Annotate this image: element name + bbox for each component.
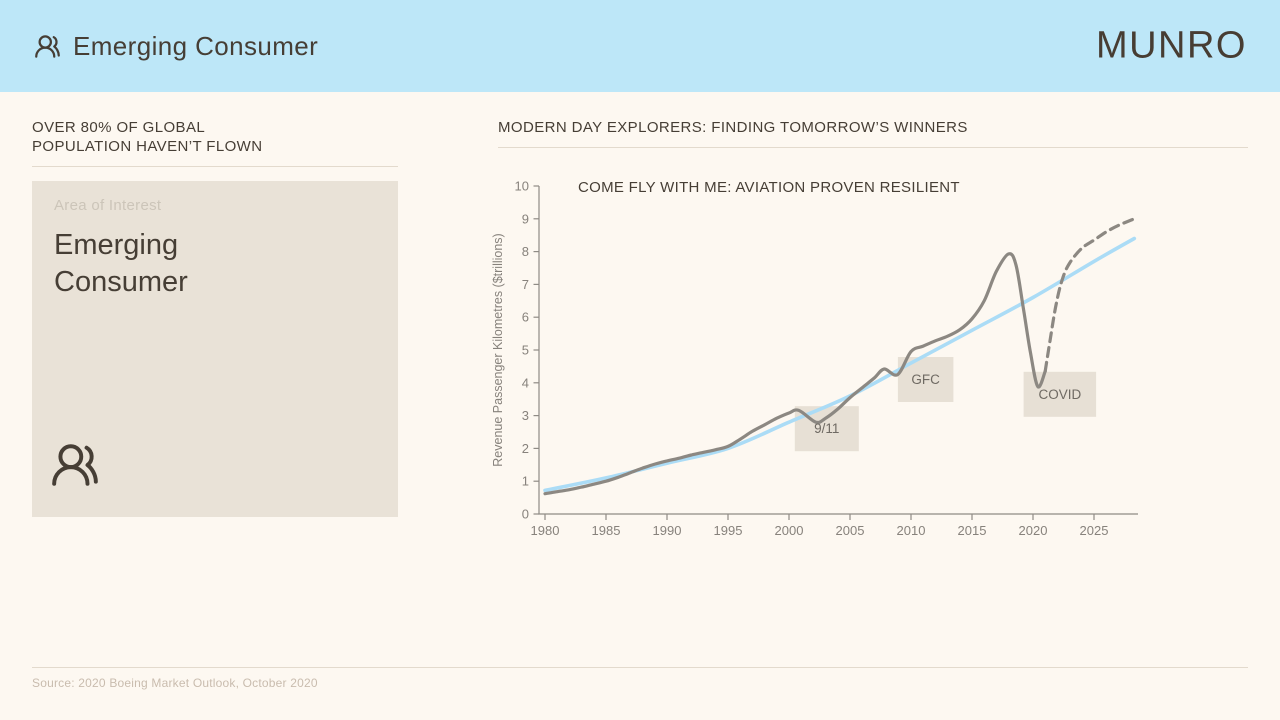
y-axis-label: Revenue Passenger Kilometres ($trillions… — [491, 233, 505, 466]
right-panel: MODERN DAY EXPLORERS: FINDING TOMORROW’S… — [498, 118, 1248, 148]
munro-logo: MUNRO — [1095, 24, 1247, 67]
chart-title: COME FLY WITH ME: AVIATION PROVEN RESILI… — [578, 179, 960, 196]
area-of-interest-card: Area of Interest Emerging Consumer — [32, 181, 398, 517]
y-tick-label: 1 — [522, 474, 529, 489]
header-bar: Emerging Consumer MUNRO — [0, 0, 1280, 92]
x-tick-label: 2005 — [836, 523, 865, 538]
annotation-label-covid: COVID — [1038, 387, 1081, 402]
x-tick-label: 1990 — [653, 523, 682, 538]
x-tick-label: 1985 — [592, 523, 621, 538]
card-label: Area of Interest — [54, 197, 162, 214]
x-tick-label: 1980 — [531, 523, 560, 538]
y-tick-label: 8 — [522, 244, 529, 259]
left-heading-line2: POPULATION HAVEN’T FLOWN — [32, 138, 263, 155]
chart-svg: 0 1 2 3 4 5 6 7 8 9 10 1980 1985 1990 1995 2000 2005 2010… — [491, 179, 1138, 538]
y-tick-label: 7 — [522, 277, 529, 292]
x-tick-label: 2020 — [1019, 523, 1048, 538]
annotation-label-gfc: GFC — [911, 372, 940, 387]
card-title-line2: Consumer — [54, 266, 188, 298]
series-actual-revenue-passenger-kilometres — [543, 252, 1047, 496]
y-tick-label: 4 — [522, 375, 529, 390]
x-tick-label: 2000 — [775, 523, 804, 538]
y-tick-label: 0 — [522, 507, 529, 522]
y-tick-label: 5 — [522, 343, 529, 358]
series-forecast — [1043, 217, 1136, 373]
y-tick-label: 6 — [522, 310, 529, 325]
x-tick-label: 2025 — [1080, 523, 1109, 538]
x-tick-label: 2015 — [958, 523, 987, 538]
footer-divider — [32, 667, 1248, 668]
y-tick-label: 2 — [522, 441, 529, 456]
footer: Source: 2020 Boeing Market Outlook, Octo… — [32, 667, 1248, 690]
y-tick-label: 9 — [522, 211, 529, 226]
left-heading: OVER 80% OF GLOBAL POPULATION HAVEN’T FLO… — [32, 118, 398, 156]
users-icon — [34, 33, 61, 60]
x-tick-label: 2010 — [897, 523, 926, 538]
card-title: Emerging Consumer — [54, 227, 376, 301]
right-divider — [498, 147, 1248, 148]
users-icon-large — [50, 440, 100, 495]
aviation-chart: 0 1 2 3 4 5 6 7 8 9 10 1980 1985 1990 1995 2000 2005 2010… — [490, 165, 1158, 555]
source-note: Source: 2020 Boeing Market Outlook, Octo… — [32, 676, 318, 690]
x-tick-label: 1995 — [714, 523, 743, 538]
y-tick-label: 10 — [515, 179, 529, 194]
annotation-label-911: 9/11 — [814, 421, 839, 436]
left-heading-line1: OVER 80% OF GLOBAL — [32, 119, 206, 136]
left-divider — [32, 166, 398, 167]
page-title: Emerging Consumer — [73, 30, 319, 61]
y-tick-label: 3 — [522, 408, 529, 423]
left-panel: OVER 80% OF GLOBAL POPULATION HAVEN’T FLO… — [32, 118, 398, 517]
card-title-line1: Emerging — [54, 229, 179, 261]
right-heading: MODERN DAY EXPLORERS: FINDING TOMORROW’S… — [498, 119, 968, 136]
